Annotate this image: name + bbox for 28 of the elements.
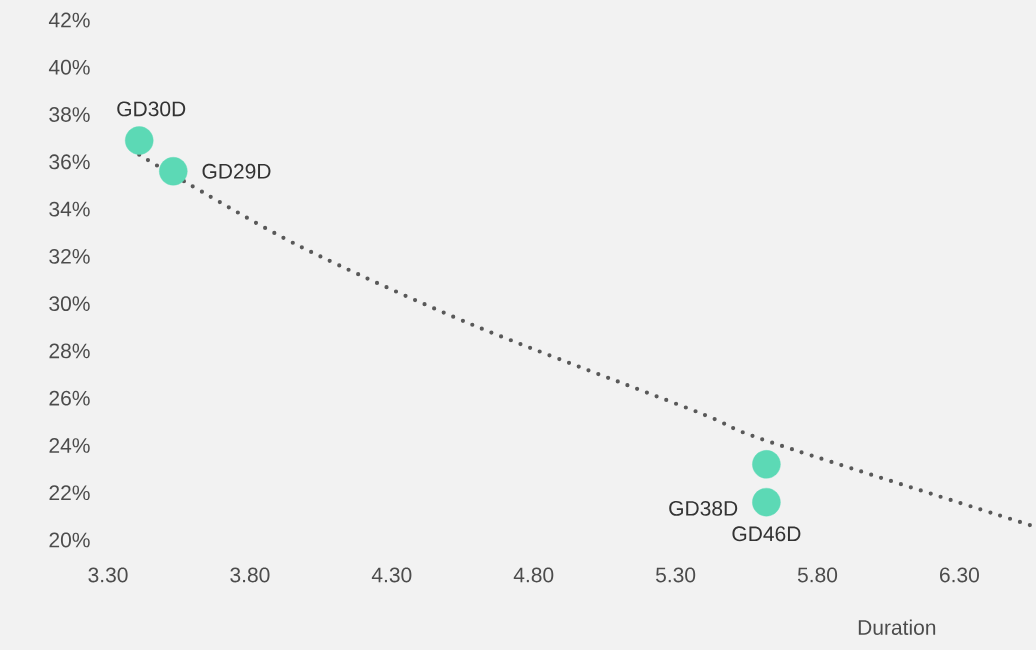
y-tick-label: 24% [49,438,90,453]
y-tick-label: 42% [48,12,90,28]
y-tick-label: 26% [49,390,90,406]
annotation: GD38D [669,500,738,516]
x-tick-label: 4.80 [513,567,554,583]
annotation: GD46D [732,526,801,542]
annotation: GD29D [202,163,271,179]
y-tick-label: 22% [49,485,90,501]
x-tick-label: 3.80 [230,567,270,583]
y-tick-label: 20% [49,532,90,548]
x-tick-label: 5.80 [797,567,838,583]
point [125,126,154,155]
point [752,487,781,517]
y-tick-label: 34% [49,201,90,217]
x-tick-label: 6.30 [940,567,979,583]
y-tick-label: 40% [48,59,90,75]
x-tick-label: 5.30 [656,567,696,583]
y-tick-label: 30% [49,296,90,312]
annotation: GD30D [117,101,186,117]
y-tick-label: 28% [49,343,90,359]
x-tick-label: 4.30 [371,567,412,583]
point [752,450,781,479]
point [159,157,188,186]
x-axis-title: Duration [858,619,936,635]
y-tick-label: 36% [49,154,90,170]
x-tick-label: 3.30 [88,567,128,583]
y-tick-label: 32% [49,248,90,264]
y-tick-label: 38% [49,107,90,122]
